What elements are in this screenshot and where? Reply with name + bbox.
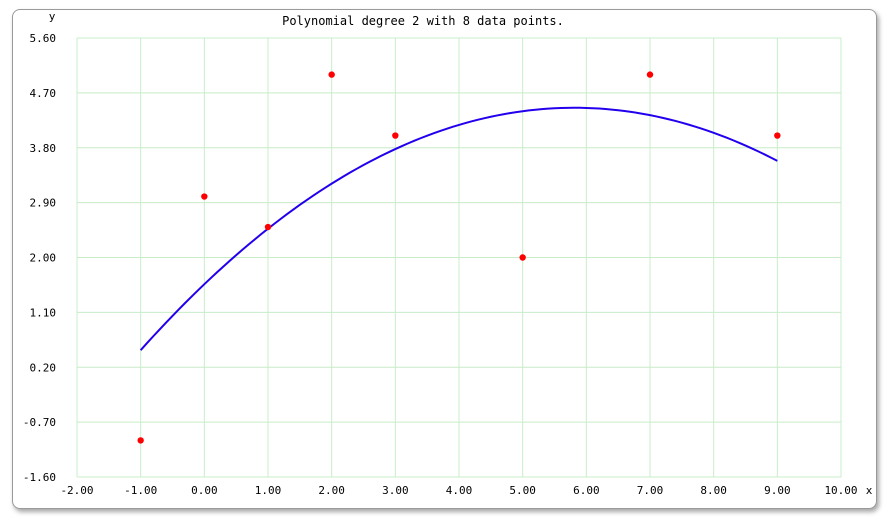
y-tick-label: 0.20: [30, 361, 57, 374]
y-axis-label: y: [49, 10, 56, 23]
data-point: [201, 193, 208, 200]
y-tick-label: 3.80: [30, 142, 57, 155]
y-tick-label: 1.10: [30, 306, 57, 319]
x-tick-label: 9.00: [764, 484, 791, 497]
x-tick-label: 2.00: [318, 484, 345, 497]
y-tick-label: 4.70: [30, 87, 57, 100]
data-point: [392, 132, 399, 139]
x-tick-label: 5.00: [509, 484, 536, 497]
x-tick-label: -1.00: [124, 484, 157, 497]
x-tick-label: 10.00: [824, 484, 857, 497]
x-tick-label: 1.00: [255, 484, 282, 497]
data-point: [774, 132, 781, 139]
x-tick-label: -2.00: [60, 484, 93, 497]
data-point: [137, 437, 144, 444]
data-point: [264, 223, 272, 231]
chart-frame: [12, 9, 877, 509]
data-points: [137, 71, 781, 444]
data-point: [328, 71, 335, 78]
x-tick-label: 0.00: [191, 484, 218, 497]
x-axis-label: x: [866, 484, 873, 497]
y-tick-label: -0.70: [23, 416, 56, 429]
chart-title: Polynomial degree 2 with 8 data points.: [282, 14, 564, 28]
grid: [76, 37, 842, 478]
y-tick-label: 2.00: [30, 252, 57, 265]
x-tick-label: 3.00: [382, 484, 409, 497]
data-point: [646, 71, 654, 78]
y-tick-labels: 5.60 4.70 3.80 2.90 2.00 1.10 0.20 -0.70 -1.60: [23, 32, 56, 484]
y-tick-label: -1.60: [23, 471, 56, 484]
x-tick-label: 6.00: [573, 484, 600, 497]
x-tick-label: 7.00: [637, 484, 664, 497]
x-tick-label: 4.00: [446, 484, 473, 497]
fit-curve: [139, 106, 778, 351]
x-tick-labels: -2.00 -1.00 0.00 1.00 2.00 3.00 4.00 5.00 6.00 7.…: [60, 484, 857, 497]
x-tick-label: 8.00: [700, 484, 727, 497]
data-point: [519, 254, 526, 261]
y-tick-label: 2.90: [30, 197, 57, 210]
y-tick-label: 5.60: [30, 32, 57, 45]
